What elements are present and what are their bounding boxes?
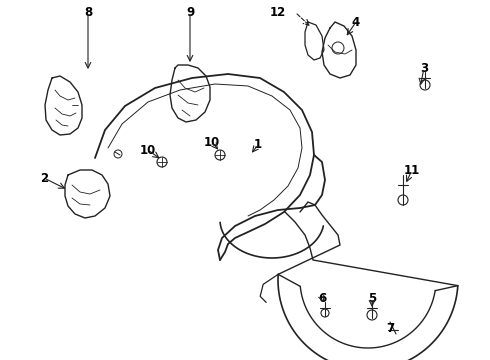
Text: 10: 10: [140, 144, 156, 157]
Text: 10: 10: [204, 135, 220, 148]
Text: 4: 4: [352, 15, 360, 28]
Text: 12: 12: [270, 5, 286, 18]
Text: 7: 7: [386, 321, 394, 334]
Text: 9: 9: [186, 5, 194, 18]
Text: 2: 2: [40, 171, 48, 184]
Text: 1: 1: [254, 139, 262, 152]
Text: 3: 3: [420, 62, 428, 75]
Text: 5: 5: [368, 292, 376, 305]
Text: 8: 8: [84, 5, 92, 18]
Text: 11: 11: [404, 163, 420, 176]
Text: 6: 6: [318, 292, 326, 305]
